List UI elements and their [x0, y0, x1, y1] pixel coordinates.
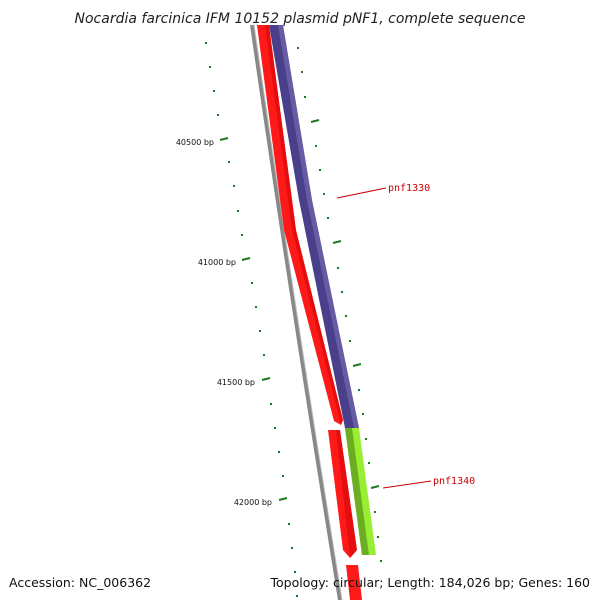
sequence-backbone [250, 24, 342, 600]
tick-label-41500: 41500 bp [217, 378, 255, 387]
tick-label-42000: 42000 bp [234, 498, 272, 507]
cds-feature-upper[interactable] [257, 25, 343, 425]
map-title: Nocardia farcinica IFM 10152 plasmid pNF… [75, 11, 526, 27]
ruler-inner-major-ticks [219, 137, 288, 501]
gene-label-pnf1330[interactable]: pnf1330 [388, 183, 430, 194]
topology-summary: Topology: circular; Length: 184,026 bp; … [270, 575, 591, 590]
gene-label-pnf1340[interactable]: pnf1340 [433, 476, 475, 487]
gene-pnf1340-shade [345, 428, 369, 555]
gene-label-line-pnf1340 [382, 480, 432, 489]
gene-pnf1330-highlight [278, 25, 359, 428]
sequence-backbone-highlight [253, 24, 343, 600]
cds-feature-lower-shade [336, 430, 357, 558]
tick-label-41000: 41000 bp [198, 258, 236, 267]
accession-label: Accession: NC_006362 [9, 575, 152, 590]
cds-feature-next[interactable] [346, 565, 362, 600]
ruler-outer-minor-ticks [297, 47, 382, 562]
ruler-outer-major-ticks [310, 119, 380, 489]
ruler-inner-minor-ticks [205, 42, 298, 597]
tick-label-40500: 40500 bp [176, 138, 214, 147]
cds-feature-upper-shade [265, 25, 343, 425]
gene-label-line-pnf1330 [336, 187, 387, 199]
